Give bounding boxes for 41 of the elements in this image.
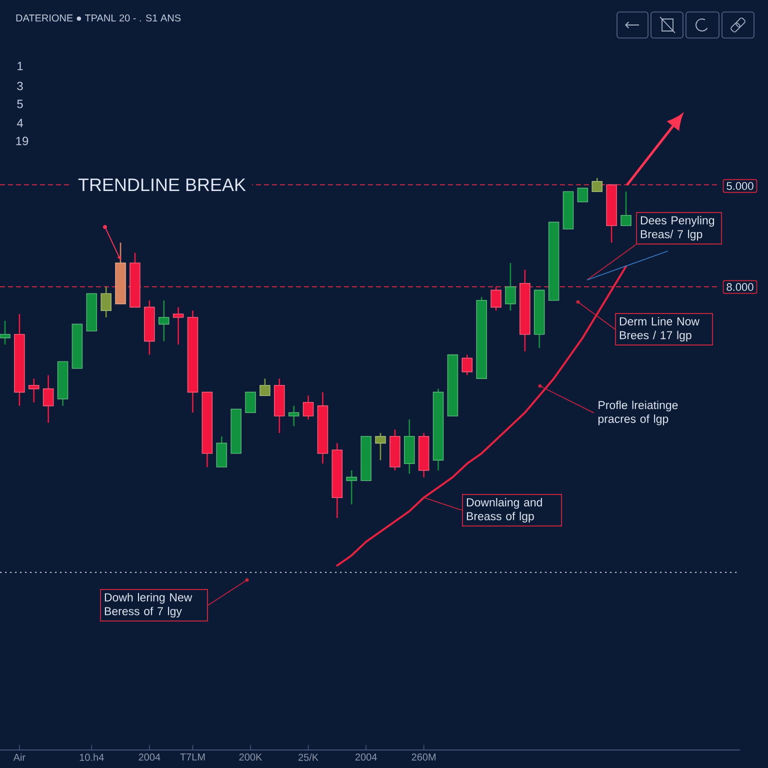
candlestick: [577, 188, 588, 202]
candlestick: [216, 436, 228, 468]
x-tick-label: T7LM: [180, 754, 205, 760]
candlestick: [100, 286, 112, 318]
candlestick: [42, 374, 54, 424]
candlestick: [288, 405, 300, 427]
x-tick-label: 10.h4: [80, 754, 104, 761]
x-tick-label: 2004: [355, 754, 377, 761]
text: Dowh lering New Beress of 7 lgy: [104, 593, 192, 618]
candlestick: [346, 470, 358, 506]
x-tick-label: 25/K: [298, 754, 318, 761]
candlestick: [490, 286, 502, 312]
text: Dees Penyling Breas/ 7 lgp: [640, 216, 714, 241]
text: 1: [18, 62, 23, 70]
x-tick-label: 200K: [239, 754, 262, 761]
candlestick: [302, 394, 314, 420]
text: 8.000: [726, 283, 754, 291]
text: 3: [17, 82, 23, 90]
candlestick: [462, 354, 473, 376]
candlestick: [592, 177, 603, 192]
candlestick: [505, 262, 516, 312]
annotation: Derm Line Now Brees / 17 lgp: [620, 317, 700, 342]
candlestick: [28, 378, 40, 404]
chart-title: DATERIONE ● TPANL 20 - . S1 ANS: [16, 14, 181, 22]
candlestick: [375, 432, 386, 461]
candlestick: [172, 306, 184, 346]
candlestick: [245, 392, 256, 413]
candlestick: [158, 300, 170, 342]
candlestick: [0, 320, 10, 346]
annotation: TRENDLINE BREAK: [78, 178, 246, 191]
candlestick: [260, 378, 270, 396]
annotation: Profle lreiatinge pracres of lgp: [598, 400, 678, 426]
x-tick-label: 2004: [138, 754, 160, 761]
text: 5: [17, 100, 23, 108]
x-tick-label: 260M: [412, 754, 436, 761]
text: 19: [16, 136, 28, 146]
text: 4: [16, 118, 23, 128]
candlestick: [620, 190, 632, 226]
text: 5.000: [726, 182, 754, 190]
x-tick-label: Air: [13, 754, 26, 761]
annotation: Downlaing and Breass of lgp: [466, 498, 542, 523]
